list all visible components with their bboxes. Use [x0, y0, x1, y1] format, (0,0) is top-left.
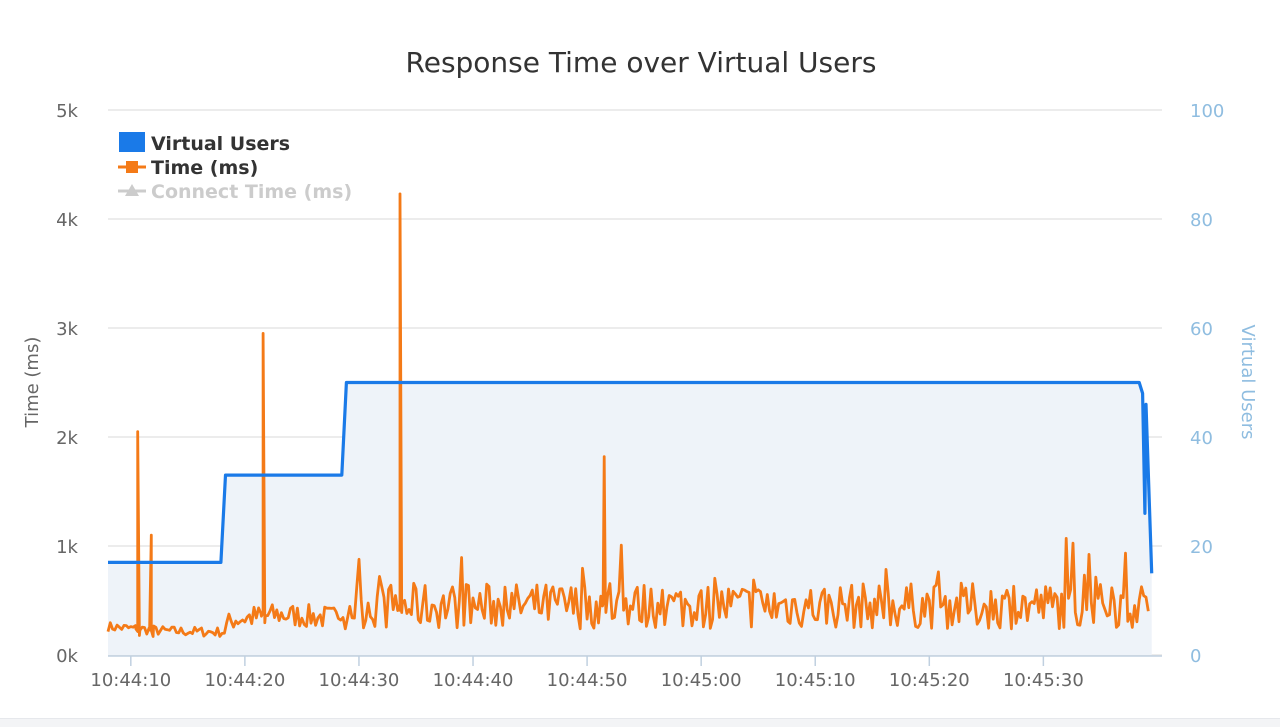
left-axis-tick-label: 3k [56, 319, 78, 340]
chart-title: Response Time over Virtual Users [406, 46, 877, 79]
left-axis: 0k 1k 2k 3k 4k 5k [56, 101, 78, 667]
legend: Virtual Users Time (ms) Connect Time (ms… [118, 132, 352, 203]
legend-item-virtual-users[interactable]: Virtual Users [119, 132, 290, 155]
left-axis-tick-label: 2k [56, 428, 78, 449]
right-axis-tick-label: 40 [1190, 428, 1213, 449]
right-axis: 0 20 40 60 80 100 [1190, 101, 1224, 667]
x-axis: 10:44:10 10:44:20 10:44:30 10:44:40 10:44:50… [90, 655, 1162, 691]
x-axis-tick-label: 10:45:30 [1003, 670, 1084, 691]
virtual-users-series [108, 380, 1154, 574]
legend-label: Connect Time (ms) [151, 181, 352, 203]
left-axis-title: Time (ms) [22, 337, 43, 429]
x-axis-tick-label: 10:44:50 [547, 670, 628, 691]
left-axis-tick-label: 4k [56, 210, 78, 231]
x-axis-tick-label: 10:44:10 [90, 670, 171, 691]
legend-item-time[interactable]: Time (ms) [118, 157, 258, 179]
time-ms-line [106, 192, 1150, 638]
x-axis-tick-label: 10:44:20 [204, 670, 285, 691]
left-axis-tick-label: 0k [56, 646, 78, 667]
right-axis-tick-label: 60 [1190, 319, 1213, 340]
x-axis-tick-label: 10:44:40 [433, 670, 514, 691]
right-axis-title: Virtual Users [1237, 325, 1258, 440]
right-axis-tick-label: 80 [1190, 210, 1213, 231]
legend-label: Time (ms) [151, 157, 258, 179]
left-axis-tick-label: 1k [56, 537, 78, 558]
legend-triangle-icon [125, 184, 139, 196]
left-axis-tick-label: 5k [56, 101, 78, 122]
x-axis-tick-label: 10:45:00 [661, 670, 742, 691]
virtual-users-line [108, 380, 1154, 574]
legend-item-connect-time[interactable]: Connect Time (ms) [118, 181, 352, 203]
virtual-users-area-fill [108, 382, 1152, 655]
right-axis-tick-label: 100 [1190, 101, 1224, 122]
virtual-users-area [108, 382, 1152, 655]
page-footer-strip [0, 718, 1280, 727]
legend-square-icon [126, 161, 138, 173]
time-series [106, 192, 1150, 638]
legend-label: Virtual Users [151, 133, 290, 155]
x-axis-tick-label: 10:44:30 [319, 670, 400, 691]
legend-square-icon [119, 132, 145, 152]
x-axis-tick-label: 10:45:20 [889, 670, 970, 691]
right-axis-tick-label: 0 [1190, 646, 1201, 667]
right-axis-tick-label: 20 [1190, 537, 1213, 558]
x-axis-tick-label: 10:45:10 [775, 670, 856, 691]
